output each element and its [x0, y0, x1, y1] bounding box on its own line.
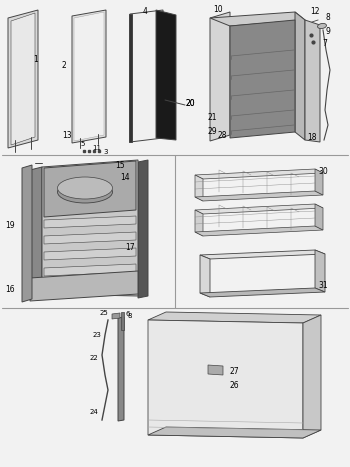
Text: 2: 2: [62, 61, 67, 70]
Text: 15: 15: [115, 161, 125, 170]
Polygon shape: [200, 250, 325, 259]
Text: 31: 31: [318, 282, 328, 290]
Polygon shape: [195, 175, 203, 201]
Polygon shape: [295, 12, 305, 140]
Polygon shape: [112, 313, 120, 319]
Polygon shape: [44, 264, 136, 276]
Polygon shape: [230, 20, 295, 138]
Polygon shape: [195, 204, 323, 214]
Text: 7: 7: [322, 40, 327, 49]
Text: 16: 16: [5, 285, 15, 295]
Ellipse shape: [317, 23, 327, 28]
Text: 10: 10: [213, 6, 223, 14]
Text: 25: 25: [100, 310, 109, 316]
Polygon shape: [138, 160, 148, 298]
Text: 9: 9: [325, 28, 330, 36]
Text: 3: 3: [103, 149, 107, 155]
Polygon shape: [11, 13, 35, 145]
Text: 12: 12: [310, 7, 320, 16]
Text: 4: 4: [143, 7, 148, 16]
Polygon shape: [195, 169, 323, 179]
Polygon shape: [200, 288, 325, 297]
Text: 29: 29: [208, 127, 218, 136]
Ellipse shape: [57, 181, 112, 203]
Text: 23: 23: [93, 332, 102, 338]
Text: 24: 24: [90, 409, 99, 415]
Text: 8: 8: [325, 14, 330, 22]
Polygon shape: [44, 161, 136, 217]
Text: 17: 17: [125, 243, 135, 253]
Polygon shape: [121, 312, 124, 330]
Text: 13: 13: [62, 130, 72, 140]
Polygon shape: [72, 10, 106, 143]
Ellipse shape: [57, 177, 112, 199]
Text: 21: 21: [207, 113, 217, 122]
Polygon shape: [195, 191, 323, 201]
Polygon shape: [315, 204, 323, 230]
Text: 18: 18: [307, 134, 316, 142]
Polygon shape: [74, 12, 104, 141]
Polygon shape: [8, 10, 38, 148]
Text: 19: 19: [5, 220, 15, 229]
Polygon shape: [148, 427, 321, 438]
Text: 27: 27: [230, 368, 240, 376]
Text: 20: 20: [185, 99, 195, 108]
Text: 22: 22: [90, 355, 99, 361]
Polygon shape: [44, 232, 136, 244]
Polygon shape: [208, 365, 223, 375]
Text: 1: 1: [33, 56, 38, 64]
Polygon shape: [305, 20, 320, 142]
Polygon shape: [148, 312, 321, 323]
Text: 6: 6: [125, 311, 130, 317]
Polygon shape: [210, 12, 305, 26]
Text: 14: 14: [120, 174, 130, 183]
Polygon shape: [200, 255, 210, 297]
Polygon shape: [129, 14, 132, 142]
Text: 11: 11: [92, 145, 101, 151]
Polygon shape: [130, 10, 163, 142]
Polygon shape: [315, 169, 323, 195]
Polygon shape: [148, 320, 303, 438]
Text: 28: 28: [218, 130, 228, 140]
Text: 20: 20: [185, 99, 195, 108]
Polygon shape: [30, 167, 42, 297]
Polygon shape: [30, 271, 138, 301]
Polygon shape: [44, 248, 136, 260]
Text: 8: 8: [127, 313, 132, 319]
Polygon shape: [210, 12, 230, 141]
Text: 26: 26: [230, 381, 240, 389]
Text: 30: 30: [318, 168, 328, 177]
Polygon shape: [42, 160, 138, 296]
Polygon shape: [22, 165, 32, 302]
Polygon shape: [195, 210, 203, 236]
Polygon shape: [44, 216, 136, 228]
Polygon shape: [303, 315, 321, 438]
Polygon shape: [156, 10, 176, 140]
Polygon shape: [315, 250, 325, 292]
Text: 5: 5: [80, 141, 84, 147]
Polygon shape: [118, 317, 124, 421]
Polygon shape: [195, 226, 323, 236]
